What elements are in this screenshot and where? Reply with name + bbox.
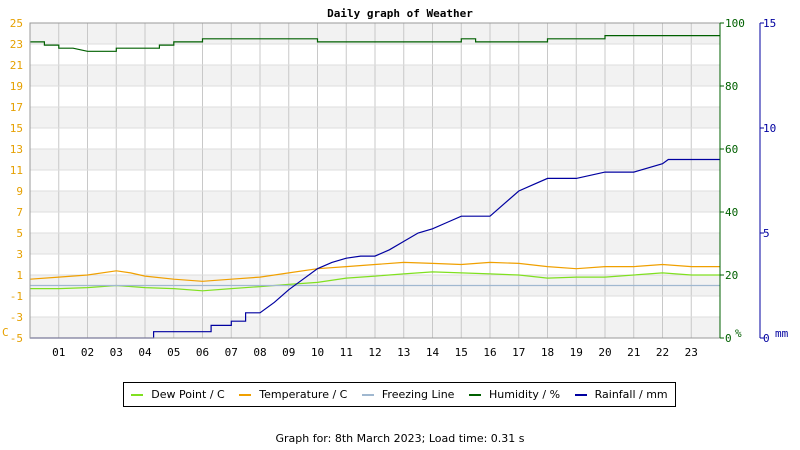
- x-tick-label: 11: [340, 346, 353, 359]
- x-tick-label: 14: [426, 346, 440, 359]
- rainfall-unit-label: mm: [775, 327, 789, 340]
- legend-label: Freezing Line: [381, 388, 455, 401]
- humidity-tick-label: 0: [725, 332, 732, 345]
- rainfall-tick-label: 15: [763, 17, 776, 30]
- temperature-tick-label: 5: [16, 227, 23, 240]
- temperature-tick-label: -1: [10, 290, 23, 303]
- x-tick-label: 21: [627, 346, 640, 359]
- temperature-tick-label: -5: [10, 332, 23, 345]
- legend-item: Rainfall / mm: [574, 388, 668, 401]
- humidity-tick-label: 20: [725, 269, 738, 282]
- humidity-tick-label: 100: [725, 17, 745, 30]
- temperature-tick-label: 21: [10, 59, 23, 72]
- x-tick-label: 17: [512, 346, 525, 359]
- temperature-tick-label: 15: [10, 122, 23, 135]
- humidity-tick-label: 80: [725, 80, 738, 93]
- x-tick-label: 16: [483, 346, 496, 359]
- chart-legend: Dew Point / C Temperature / C Freezing Lin…: [123, 382, 676, 407]
- x-tick-label: 10: [311, 346, 324, 359]
- rainfall-tick-label: 10: [763, 122, 776, 135]
- temperature-tick-label: 9: [16, 185, 23, 198]
- chart-canvas: Daily graph of Weather 25232119171513119…: [2, 7, 789, 359]
- footer-status: Graph for: 8th March 2023; Load time: 0.…: [275, 432, 525, 445]
- legend-swatch: [574, 393, 587, 396]
- humidity-tick-label: 60: [725, 143, 738, 156]
- x-tick-label: 20: [598, 346, 611, 359]
- x-tick-label: 04: [138, 346, 152, 359]
- x-tick-label: 22: [656, 346, 669, 359]
- legend-swatch: [469, 393, 482, 396]
- temperature-tick-label: 25: [10, 17, 23, 30]
- legend-label: Temperature / C: [259, 388, 348, 401]
- x-tick-label: 13: [397, 346, 410, 359]
- x-tick-label: 03: [110, 346, 123, 359]
- series-line-dew-point-c: [30, 271, 720, 292]
- x-tick-label: 06: [196, 346, 209, 359]
- x-tick-label: 09: [282, 346, 295, 359]
- temperature-tick-label: 13: [10, 143, 23, 156]
- legend-item: Dew Point / C: [131, 388, 225, 401]
- series-line-rainfall-mm: [30, 158, 720, 339]
- legend-label: Humidity / %: [489, 388, 561, 401]
- humidity-tick-label: 40: [725, 206, 738, 219]
- temperature-tick-label: 3: [16, 248, 23, 261]
- legend-item: Temperature / C: [239, 388, 347, 401]
- humidity-unit-label: %: [735, 327, 742, 340]
- temperature-unit-label: C: [2, 326, 9, 339]
- legend-label: Dew Point / C: [151, 388, 225, 401]
- x-tick-label: 05: [167, 346, 180, 359]
- temperature-tick-label: 11: [10, 164, 23, 177]
- x-tick-label: 23: [685, 346, 698, 359]
- x-tick-label: 02: [81, 346, 94, 359]
- x-tick-label: 19: [570, 346, 583, 359]
- temperature-tick-label: 1: [16, 269, 23, 282]
- chart-title: Daily graph of Weather: [327, 7, 473, 20]
- x-tick-label: 12: [368, 346, 381, 359]
- legend-item: Freezing Line: [361, 388, 455, 401]
- x-tick-label: 08: [253, 346, 266, 359]
- temperature-tick-label: -3: [10, 311, 23, 324]
- legend-swatch: [361, 393, 374, 396]
- legend-item: Humidity / %: [469, 388, 560, 401]
- x-tick-label: 18: [541, 346, 554, 359]
- legend-label: Rainfall / mm: [594, 388, 668, 401]
- x-tick-label: 01: [52, 346, 65, 359]
- legend-swatch: [131, 393, 144, 396]
- temperature-tick-label: 23: [10, 38, 23, 51]
- rainfall-tick-label: 5: [763, 227, 770, 240]
- x-tick-label: 07: [225, 346, 238, 359]
- legend-swatch: [239, 393, 252, 396]
- temperature-tick-label: 19: [10, 80, 23, 93]
- temperature-tick-label: 7: [16, 206, 23, 219]
- series-line-temperature-c: [29, 261, 720, 282]
- temperature-tick-label: 17: [10, 101, 23, 114]
- series-line-humidity: [30, 35, 720, 52]
- rainfall-tick-label: 0: [763, 332, 770, 345]
- x-tick-label: 15: [455, 346, 468, 359]
